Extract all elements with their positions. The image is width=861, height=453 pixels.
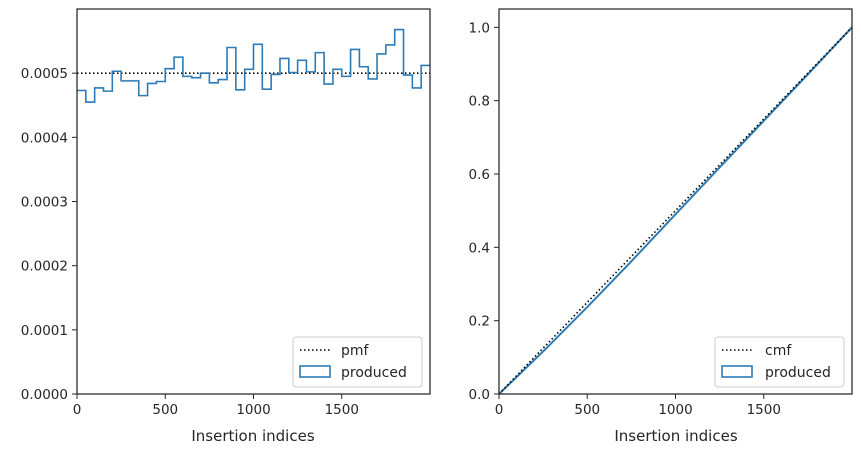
series-layer xyxy=(498,26,853,395)
x-tick-label: 0 xyxy=(495,402,504,418)
plot-frame xyxy=(498,8,853,395)
x-ticks: 0 500 1000 1500 xyxy=(73,394,359,418)
legend: pmf produced xyxy=(292,336,423,388)
legend-produced-swatch xyxy=(299,365,331,378)
y-tick-label: 0.0005 xyxy=(21,66,68,82)
y-tick-label: 0.8 xyxy=(469,94,490,110)
produced-step-line xyxy=(77,28,430,103)
x-tick-label: 1000 xyxy=(236,402,270,418)
y-tick-label: 0.0001 xyxy=(21,323,68,339)
y-ticks: 0.0 0.2 0.4 0.6 0.8 1.0 xyxy=(469,20,499,403)
x-axis-label: Insertion indices xyxy=(614,427,737,445)
y-tick-label: 1.0 xyxy=(469,20,490,36)
y-tick-label: 0.2 xyxy=(469,314,490,330)
x-tick-label: 1000 xyxy=(658,402,692,418)
y-tick-label: 0.6 xyxy=(469,167,490,183)
cumulative-panel: 0 500 1000 1500 0.0 0.2 0.4 0.6 0.8 1.0 Insertio… xyxy=(469,8,853,445)
x-tick-label: 0 xyxy=(73,402,82,418)
x-tick-label: 1500 xyxy=(325,402,359,418)
x-tick-label: 500 xyxy=(574,402,600,418)
y-tick-label: 0.0003 xyxy=(21,195,68,211)
y-ticks: 0.0000 0.0001 0.0002 0.0003 0.0004 0.0005 xyxy=(21,66,77,403)
legend-produced-label: produced xyxy=(765,365,831,381)
legend: cmf produced xyxy=(714,336,845,388)
y-tick-label: 0.4 xyxy=(469,240,490,256)
produced-cumulative-line xyxy=(498,26,853,395)
histogram-panel: 0 500 1000 1500 0.00000.00010.00020.00030.0… xyxy=(21,8,431,445)
legend-pmf-label: pmf xyxy=(341,343,370,359)
y-tick-label: 0.0 xyxy=(469,387,490,403)
legend-produced-label: produced xyxy=(341,365,407,381)
legend-produced-swatch xyxy=(721,365,753,378)
x-axis-label: Insertion indices xyxy=(191,427,314,445)
x-ticks: 0 500 1000 1500 xyxy=(495,394,781,418)
y-tick-label: 0.0002 xyxy=(21,259,68,275)
series-layer xyxy=(77,28,430,103)
x-tick-label: 1500 xyxy=(747,402,781,418)
y-tick-label: 0.0000 xyxy=(21,387,68,403)
legend-cmf-label: cmf xyxy=(765,343,792,359)
cmf-line xyxy=(498,26,853,395)
x-tick-label: 500 xyxy=(152,402,178,418)
y-tick-label: 0.0004 xyxy=(21,130,68,146)
